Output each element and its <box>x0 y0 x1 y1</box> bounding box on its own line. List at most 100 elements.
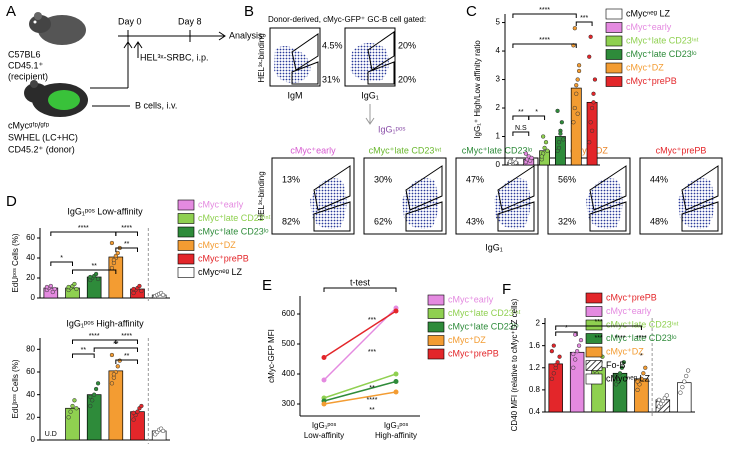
y-tick-label: 400 <box>282 369 296 378</box>
data-point <box>50 289 55 295</box>
sig-label: ** <box>113 341 119 348</box>
data-point <box>576 63 582 68</box>
flow-y-label: HEL³ˣ-binding <box>257 33 266 82</box>
gate-percent: 47% <box>466 174 484 184</box>
legend-label: cMyc⁺early <box>606 306 652 316</box>
data-point <box>539 154 544 159</box>
data-point <box>137 283 142 289</box>
flow-box <box>639 157 723 235</box>
data-point <box>592 77 598 82</box>
sig-bracket <box>115 247 138 252</box>
legend-swatch <box>427 348 445 360</box>
data-point <box>93 271 99 277</box>
sig-bracket <box>115 231 138 236</box>
bar <box>569 351 585 413</box>
y-tick-label: 20 <box>26 412 35 421</box>
flow-plot <box>269 27 396 87</box>
chart-title: IgG₁ᵖᵒˢ High-affinity <box>66 318 144 328</box>
bar <box>539 150 550 166</box>
data-point <box>572 26 577 31</box>
data-point <box>48 283 53 289</box>
immunization-label: HEL³ˣ-SRBC, i.p. <box>140 52 208 62</box>
series-line <box>323 391 397 405</box>
bar <box>570 87 582 166</box>
legend-swatch <box>585 360 603 371</box>
legend-swatch <box>177 199 195 211</box>
legend-label: cMyc⁺DZ <box>626 62 664 72</box>
data-point <box>160 292 166 298</box>
data-point <box>139 288 144 294</box>
recipient-text: (recipient) <box>8 71 48 81</box>
data-point <box>635 387 640 393</box>
data-point <box>117 358 122 363</box>
data-point <box>575 111 580 116</box>
data-point <box>643 365 648 370</box>
sig-bracket <box>512 43 577 48</box>
data-point <box>573 357 578 362</box>
legend-swatch <box>585 373 603 385</box>
donor-text: CD45.2⁺ (donor) <box>8 144 75 154</box>
sig-label: N.S <box>515 125 527 132</box>
mouse-donor <box>24 80 88 117</box>
y-tick-label: 40 <box>26 390 35 399</box>
transfer-label: B cells, i.v. <box>135 100 177 110</box>
data-point <box>635 379 640 384</box>
legend-swatch <box>585 306 603 317</box>
data-point <box>588 120 593 125</box>
data-point <box>639 376 644 381</box>
data-point <box>523 151 529 156</box>
sig-bracket <box>72 339 117 344</box>
data-point <box>529 155 534 161</box>
y-tick-label: 0 <box>31 435 36 444</box>
data-point <box>115 364 120 369</box>
sig-label: * <box>535 109 538 116</box>
data-point <box>92 392 97 397</box>
sig-label: **** <box>615 335 626 342</box>
legend-swatch <box>585 292 603 304</box>
legend-label: cMyc⁺late CD23ⁱⁿᵗ <box>448 308 521 318</box>
legend-label: cMyc⁺late CD23ⁱⁿᵗ <box>626 35 699 45</box>
gate-percent: 30% <box>374 174 392 184</box>
data-point <box>656 397 662 402</box>
bar <box>586 101 598 166</box>
arrow <box>133 41 143 58</box>
sig-label: **** <box>367 397 378 404</box>
donor-text: SWHEL (LC+HC) <box>8 132 78 142</box>
data-point <box>553 362 558 368</box>
legend-swatch <box>605 8 623 20</box>
data-point <box>551 371 556 376</box>
legend-swatch <box>585 333 603 344</box>
data-point <box>589 105 595 111</box>
sig-label: **** <box>89 333 100 340</box>
data-point <box>576 343 582 348</box>
gate-percent: 31% <box>322 74 340 84</box>
sig-label: *** <box>594 319 602 326</box>
chart-title: IgG₁ᵖᵒˢ Low-affinity <box>67 206 143 216</box>
data-point <box>135 409 140 414</box>
gate-percent: 44% <box>650 174 668 184</box>
panel-label: C <box>466 3 477 20</box>
data-point <box>52 286 57 292</box>
panel-label: F <box>502 281 511 298</box>
panel-label: A <box>6 3 16 20</box>
sig-bracket <box>575 21 593 26</box>
gate-percent: 32% <box>558 216 576 226</box>
y-tick-label: 600 <box>282 309 296 318</box>
sig-label: *** <box>368 317 376 324</box>
sig-label: ** <box>91 263 97 270</box>
data-point <box>545 148 550 153</box>
recipient-text: CD45.1⁺ <box>8 60 44 70</box>
data-point <box>574 83 579 88</box>
data-point <box>74 406 79 411</box>
data-point <box>70 403 75 409</box>
sig-bracket <box>512 13 577 18</box>
y-tick-label: 3 <box>496 75 501 84</box>
data-point <box>88 394 93 400</box>
series-line <box>323 380 397 402</box>
y-tick-label: 0 <box>31 293 36 302</box>
legend-swatch <box>585 346 603 358</box>
flow-panel-title: cMyc⁺late CD23ⁱⁿᵗ <box>369 145 442 155</box>
flow-cloud <box>586 178 623 229</box>
data-point <box>109 240 115 246</box>
